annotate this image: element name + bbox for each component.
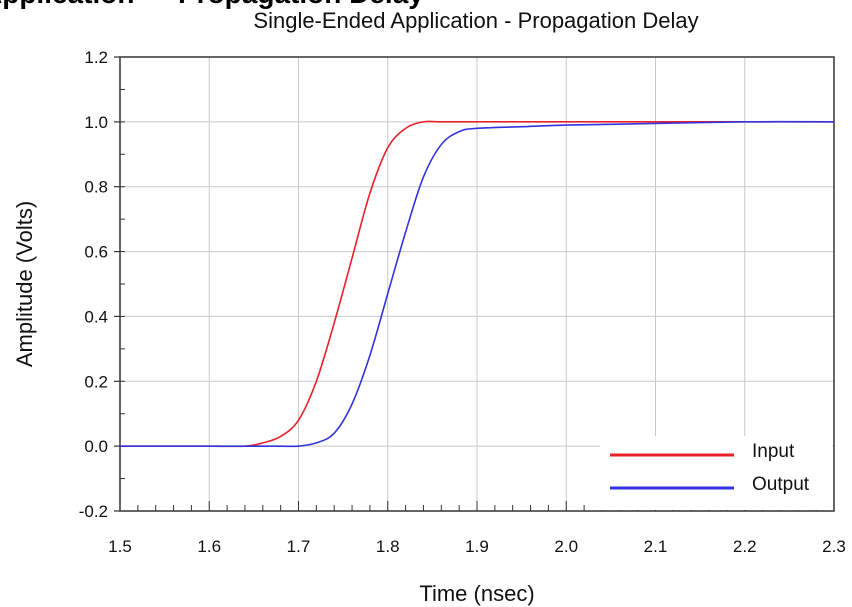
- x-tick-label: 2.0: [554, 537, 578, 556]
- x-tick-label: 1.8: [376, 537, 400, 556]
- x-tick-label: 2.3: [822, 537, 846, 556]
- y-tick-label: -0.2: [79, 502, 108, 521]
- series-layer: [120, 120, 835, 448]
- chart-title: Single-Ended Application - Propagation D…: [253, 8, 698, 33]
- y-tick-label: 0.8: [84, 178, 108, 197]
- x-axis-label: Time (nsec): [419, 581, 534, 606]
- legend-label-input: Input: [752, 441, 795, 462]
- legend: Input Output: [600, 436, 832, 510]
- plot-frame: [119, 56, 835, 512]
- legend-label-output: Output: [752, 474, 810, 495]
- x-tick-label: 1.5: [108, 537, 132, 556]
- y-axis-label: Amplitude (Volts): [12, 201, 37, 367]
- series-line-input: [120, 120, 834, 448]
- x-tick-label: 2.2: [733, 537, 757, 556]
- x-tick-label: 1.6: [197, 537, 221, 556]
- series-line-output: [120, 120, 835, 448]
- legend-box: [600, 436, 832, 510]
- y-axis-ticks: -0.2 0.0 0.2 0.4 0.6 0.8 1.0 1.2: [79, 48, 120, 521]
- x-tick-label: 1.7: [287, 537, 311, 556]
- page-heading: Application — Propagation Delay: [0, 0, 424, 10]
- y-tick-label: 0.2: [84, 372, 108, 391]
- y-tick-label: 0.0: [84, 437, 108, 456]
- x-tick-label: 1.9: [465, 537, 489, 556]
- x-tick-label: 2.1: [644, 537, 668, 556]
- y-tick-label: 0.4: [84, 307, 108, 326]
- x-axis-ticks: 1.5 1.6 1.7 1.8 1.9 2.0 2.1 2.2 2.3: [108, 537, 846, 556]
- y-tick-label: 0.6: [84, 243, 108, 262]
- y-tick-label: 1.0: [84, 113, 108, 132]
- y-tick-label: 1.2: [84, 48, 108, 67]
